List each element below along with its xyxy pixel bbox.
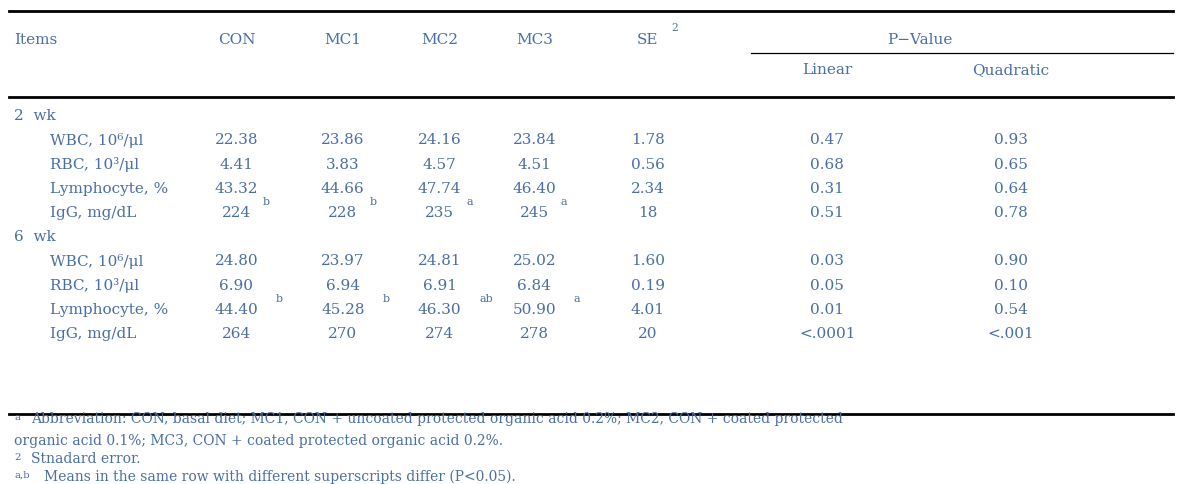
Text: 270: 270	[329, 327, 357, 341]
Text: 44.66: 44.66	[320, 182, 365, 196]
Text: 3.83: 3.83	[326, 158, 359, 171]
Text: b: b	[369, 197, 376, 207]
Text: 23.97: 23.97	[322, 255, 364, 268]
Text: 0.51: 0.51	[811, 206, 844, 220]
Text: CON: CON	[217, 33, 255, 46]
Text: MC3: MC3	[515, 33, 553, 46]
Text: 245: 245	[520, 206, 548, 220]
Text: b: b	[264, 197, 269, 207]
Text: 224: 224	[222, 206, 251, 220]
Text: 0.56: 0.56	[631, 158, 664, 171]
Text: 6.94: 6.94	[326, 279, 359, 292]
Text: 2: 2	[14, 453, 20, 462]
Text: 0.10: 0.10	[994, 279, 1027, 292]
Text: 1.60: 1.60	[631, 255, 664, 268]
Text: a: a	[561, 197, 567, 207]
Text: a: a	[466, 197, 473, 207]
Text: 278: 278	[520, 327, 548, 341]
Text: 46.30: 46.30	[418, 303, 461, 317]
Text: 0.19: 0.19	[631, 279, 664, 292]
Text: 4.51: 4.51	[518, 158, 551, 171]
Text: 0.03: 0.03	[811, 255, 844, 268]
Text: 0.64: 0.64	[994, 182, 1027, 196]
Text: 0.54: 0.54	[994, 303, 1027, 317]
Text: 44.40: 44.40	[214, 303, 259, 317]
Text: 18: 18	[638, 206, 657, 220]
Text: WBC, 10⁶/μl: WBC, 10⁶/μl	[50, 254, 143, 269]
Text: RBC, 10³/μl: RBC, 10³/μl	[50, 278, 138, 293]
Text: 6  wk: 6 wk	[14, 230, 56, 244]
Text: 6.90: 6.90	[220, 279, 253, 292]
Text: 23.84: 23.84	[513, 134, 556, 147]
Text: 4.41: 4.41	[220, 158, 253, 171]
Text: 0.68: 0.68	[811, 158, 844, 171]
Text: 0.93: 0.93	[994, 134, 1027, 147]
Text: 235: 235	[426, 206, 454, 220]
Text: Linear: Linear	[803, 63, 852, 77]
Text: IgG, mg/dL: IgG, mg/dL	[50, 327, 136, 341]
Text: Abbreviation: CON, basal diet; MC1, CON + uncoated protected organic acid 0.2%; : Abbreviation: CON, basal diet; MC1, CON …	[31, 412, 843, 426]
Text: 2: 2	[671, 23, 678, 32]
Text: organic acid 0.1%; MC3, CON + coated protected organic acid 0.2%.: organic acid 0.1%; MC3, CON + coated pro…	[14, 434, 504, 448]
Text: Lymphocyte, %: Lymphocyte, %	[50, 182, 168, 196]
Text: 4.57: 4.57	[423, 158, 456, 171]
Text: <.0001: <.0001	[799, 327, 856, 341]
Text: 0.05: 0.05	[811, 279, 844, 292]
Text: 2  wk: 2 wk	[14, 109, 56, 123]
Text: 24.16: 24.16	[417, 134, 462, 147]
Text: 0.47: 0.47	[811, 134, 844, 147]
Text: 20: 20	[638, 327, 657, 341]
Text: 24.80: 24.80	[215, 255, 258, 268]
Text: 0.65: 0.65	[994, 158, 1027, 171]
Text: a: a	[14, 413, 20, 422]
Text: 46.40: 46.40	[512, 182, 557, 196]
Text: P−Value: P−Value	[886, 33, 953, 46]
Text: MC2: MC2	[421, 33, 459, 46]
Text: 6.84: 6.84	[518, 279, 551, 292]
Text: 4.01: 4.01	[631, 303, 664, 317]
Text: <.001: <.001	[987, 327, 1034, 341]
Text: 22.38: 22.38	[215, 134, 258, 147]
Text: 25.02: 25.02	[513, 255, 556, 268]
Text: 0.78: 0.78	[994, 206, 1027, 220]
Text: 2.34: 2.34	[631, 182, 664, 196]
Text: WBC, 10⁶/μl: WBC, 10⁶/μl	[50, 133, 143, 148]
Text: 274: 274	[426, 327, 454, 341]
Text: a: a	[574, 294, 580, 304]
Text: b: b	[383, 294, 389, 304]
Text: 0.01: 0.01	[811, 303, 844, 317]
Text: 0.90: 0.90	[994, 255, 1027, 268]
Text: MC1: MC1	[324, 33, 362, 46]
Text: Means in the same row with different superscripts differ (P<0.05).: Means in the same row with different sup…	[44, 469, 515, 484]
Text: 1.78: 1.78	[631, 134, 664, 147]
Text: 6.91: 6.91	[423, 279, 456, 292]
Text: Stnadard error.: Stnadard error.	[31, 452, 141, 466]
Text: 47.74: 47.74	[418, 182, 461, 196]
Text: 264: 264	[222, 327, 251, 341]
Text: 0.31: 0.31	[811, 182, 844, 196]
Text: a,b: a,b	[14, 471, 30, 480]
Text: IgG, mg/dL: IgG, mg/dL	[50, 206, 136, 220]
Text: RBC, 10³/μl: RBC, 10³/μl	[50, 157, 138, 172]
Text: 228: 228	[329, 206, 357, 220]
Text: 43.32: 43.32	[215, 182, 258, 196]
Text: SE: SE	[637, 33, 658, 46]
Text: 23.86: 23.86	[322, 134, 364, 147]
Text: b: b	[277, 294, 282, 304]
Text: Items: Items	[14, 33, 58, 46]
Text: 45.28: 45.28	[322, 303, 364, 317]
Text: ab: ab	[480, 294, 493, 304]
Text: 24.81: 24.81	[418, 255, 461, 268]
Text: Quadratic: Quadratic	[972, 63, 1050, 77]
Text: Lymphocyte, %: Lymphocyte, %	[50, 303, 168, 317]
Text: 50.90: 50.90	[513, 303, 556, 317]
